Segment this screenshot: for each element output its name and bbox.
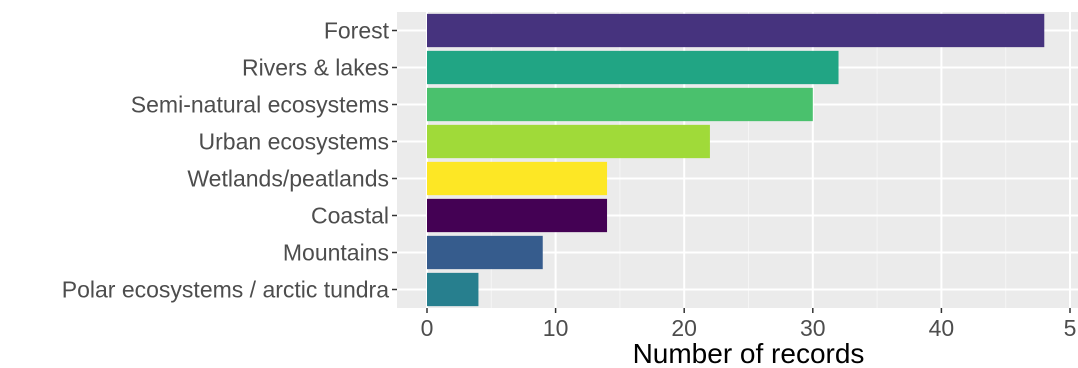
x-tick-label: 20: [671, 315, 697, 341]
x-tick-label: 30: [800, 315, 826, 341]
x-tick-label: 5: [1064, 315, 1077, 341]
bar: [427, 272, 479, 307]
y-tick-label: Wetlands/peatlands: [187, 166, 389, 192]
bars: [427, 13, 1045, 307]
y-tick-label: Coastal: [311, 203, 389, 229]
bar: [427, 198, 608, 233]
bar: [427, 13, 1045, 48]
x-axis-title: Number of records: [633, 338, 865, 368]
y-tick-label: Polar ecosystems / arctic tundra: [62, 277, 389, 303]
x-tick-label: 10: [543, 315, 569, 341]
x-axis: 0 10 20 30 40 5: [421, 308, 1077, 341]
y-tick-label: Urban ecosystems: [199, 129, 389, 155]
y-tick-label: Semi-natural ecosystems: [131, 92, 389, 118]
bar: [427, 161, 608, 196]
bar: [427, 50, 839, 85]
y-tick-label: Mountains: [283, 240, 389, 266]
x-tick-label: 0: [421, 315, 434, 341]
x-tick-label: 40: [929, 315, 955, 341]
y-tick-label: Rivers & lakes: [242, 55, 389, 81]
bar: [427, 124, 710, 159]
y-axis: Forest Rivers & lakes Semi-natural ecosyst…: [62, 18, 397, 303]
y-tick-label: Forest: [324, 18, 390, 44]
bar: [427, 87, 813, 122]
bar: [427, 235, 543, 270]
